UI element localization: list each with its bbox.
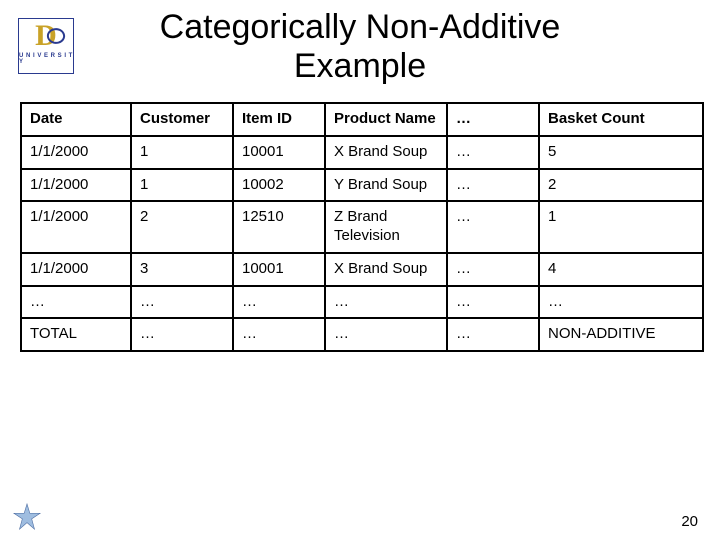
table-cell: 2 <box>131 201 233 253</box>
page-number: 20 <box>681 513 698 530</box>
col-header: Date <box>21 103 131 136</box>
col-header: Product Name <box>325 103 447 136</box>
table-cell: … <box>447 136 539 169</box>
table-cell: X Brand Soup <box>325 253 447 286</box>
table-row: 1/1/2000212510Z Brand Television…1 <box>21 201 703 253</box>
footer-star-icon <box>12 502 42 532</box>
col-header: Item ID <box>233 103 325 136</box>
table-cell: … <box>131 318 233 351</box>
table-header-row: Date Customer Item ID Product Name … Bas… <box>21 103 703 136</box>
table-cell: … <box>539 286 703 319</box>
table-row: TOTAL…………NON-ADDITIVE <box>21 318 703 351</box>
table-cell: … <box>447 286 539 319</box>
table-cell: … <box>325 318 447 351</box>
table-cell: … <box>233 286 325 319</box>
table-cell: … <box>447 169 539 202</box>
title-line-1: Categorically Non-Additive <box>160 8 561 46</box>
table-cell: … <box>131 286 233 319</box>
col-header: Customer <box>131 103 233 136</box>
logo-subtext: U N I V E R S I T Y <box>19 53 73 65</box>
table-cell: 1/1/2000 <box>21 169 131 202</box>
table-body: 1/1/2000110001X Brand Soup…51/1/20001100… <box>21 136 703 351</box>
table-cell: 3 <box>131 253 233 286</box>
table-cell: 1/1/2000 <box>21 253 131 286</box>
table-cell: 10001 <box>233 253 325 286</box>
table-row: 1/1/2000310001X Brand Soup…4 <box>21 253 703 286</box>
data-table: Date Customer Item ID Product Name … Bas… <box>20 102 704 352</box>
table-cell: TOTAL <box>21 318 131 351</box>
table-cell: … <box>447 201 539 253</box>
table-cell: 10001 <box>233 136 325 169</box>
col-header: Basket Count <box>539 103 703 136</box>
table-row: ……………… <box>21 286 703 319</box>
table-cell: 1 <box>539 201 703 253</box>
table-cell: … <box>447 318 539 351</box>
table-cell: 1/1/2000 <box>21 136 131 169</box>
table-cell: 12510 <box>233 201 325 253</box>
logo-letter: D <box>35 21 57 51</box>
table-cell: 2 <box>539 169 703 202</box>
table-cell: Z Brand Television <box>325 201 447 253</box>
table-cell: 10002 <box>233 169 325 202</box>
table-cell: … <box>325 286 447 319</box>
table-cell: 5 <box>539 136 703 169</box>
slide-title: Categorically Non-Additive Example <box>20 8 700 86</box>
table-row: 1/1/2000110002Y Brand Soup…2 <box>21 169 703 202</box>
col-header: … <box>447 103 539 136</box>
table-row: 1/1/2000110001X Brand Soup…5 <box>21 136 703 169</box>
title-line-2: Example <box>294 47 426 85</box>
table-cell: X Brand Soup <box>325 136 447 169</box>
table-cell: … <box>21 286 131 319</box>
table-cell: … <box>233 318 325 351</box>
table-cell: 1 <box>131 169 233 202</box>
slide-container: D U N I V E R S I T Y Categorically Non-… <box>0 0 720 540</box>
table-cell: NON-ADDITIVE <box>539 318 703 351</box>
table-cell: 4 <box>539 253 703 286</box>
university-logo: D U N I V E R S I T Y <box>18 18 74 74</box>
table-cell: Y Brand Soup <box>325 169 447 202</box>
table-cell: … <box>447 253 539 286</box>
table-cell: 1/1/2000 <box>21 201 131 253</box>
table-cell: 1 <box>131 136 233 169</box>
